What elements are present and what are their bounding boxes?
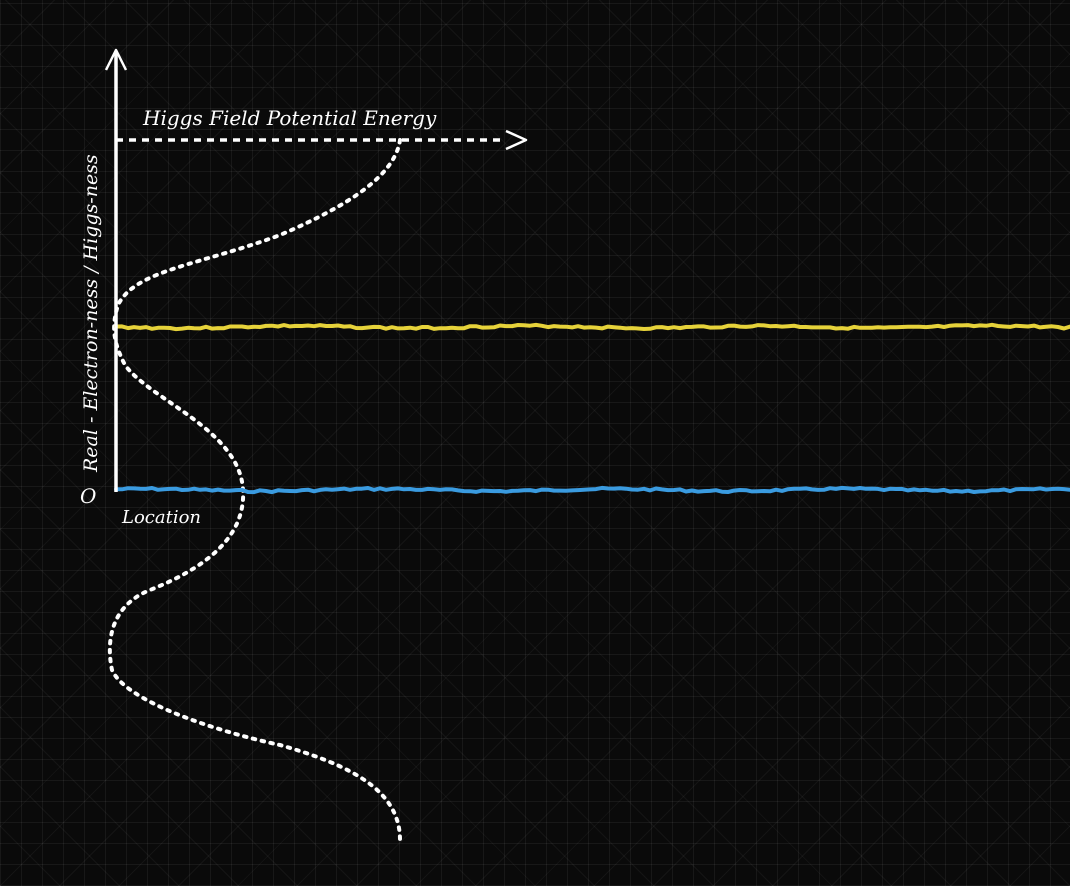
origin-label: O xyxy=(80,484,96,508)
blue-field-line xyxy=(114,485,1070,495)
x-axis-label: Location xyxy=(121,507,201,528)
arrow-up-icon xyxy=(104,48,128,71)
yellow-field-line xyxy=(114,322,1070,332)
potential-axis-label: Higgs Field Potential Energy xyxy=(142,106,437,130)
y-axis-label: Real - Electron-ness / Higgs-ness xyxy=(80,154,102,473)
arrow-right-icon xyxy=(505,129,528,151)
